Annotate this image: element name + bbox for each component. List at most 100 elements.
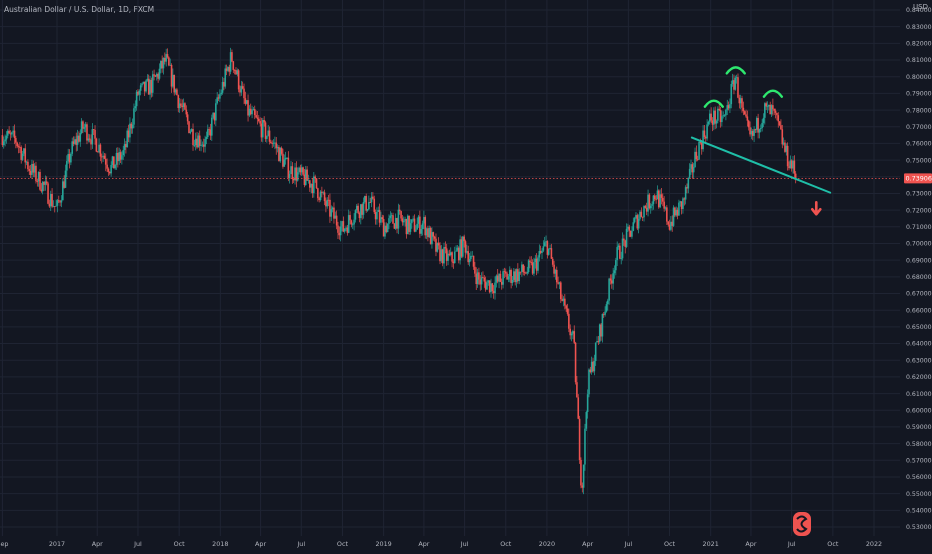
candle-body <box>357 205 359 213</box>
candle-body <box>351 224 354 226</box>
candle-body <box>655 199 657 200</box>
candle-body <box>554 269 557 274</box>
candle-body <box>652 195 655 205</box>
candle-body <box>470 255 472 260</box>
candle-body <box>774 110 777 113</box>
candle-body <box>437 242 440 246</box>
candle-body <box>474 266 476 274</box>
candle-body <box>366 209 369 211</box>
candle-body <box>515 269 518 283</box>
candle-body <box>619 245 621 259</box>
candle-body <box>384 225 386 237</box>
candle-body <box>576 382 578 398</box>
candle-body <box>36 181 39 182</box>
candle-body <box>215 103 217 121</box>
candle-body <box>636 215 639 229</box>
candle-body <box>482 277 484 278</box>
candle-body <box>256 117 259 119</box>
candle-body <box>373 198 376 213</box>
candle-body <box>227 67 229 71</box>
candle-body <box>369 202 371 203</box>
candle-body <box>169 64 171 66</box>
candle-body <box>1 135 4 146</box>
candle-body <box>291 166 294 179</box>
candle-body <box>578 418 581 460</box>
candle-body <box>425 228 428 236</box>
candle-body <box>71 141 74 154</box>
candle-body <box>263 119 265 123</box>
candle-body <box>252 109 255 111</box>
candle-body <box>491 283 494 292</box>
candle-body <box>288 174 291 178</box>
candle-body <box>513 271 515 280</box>
candle-body <box>400 211 402 219</box>
candle-body <box>641 216 644 218</box>
shoulder-arc[interactable] <box>762 89 784 98</box>
candle-body <box>604 311 606 315</box>
candle-body <box>413 218 416 232</box>
candle-body <box>750 131 753 135</box>
candle-body <box>439 245 441 262</box>
candle-body <box>317 188 319 199</box>
candle-body <box>519 271 522 273</box>
candle-body <box>731 80 734 85</box>
candle-body <box>368 202 370 210</box>
head-arc[interactable] <box>725 66 746 75</box>
candle-body <box>146 78 149 81</box>
price-tick-label: 0.78000 <box>906 107 932 114</box>
time-tick-label: Oct <box>174 540 186 548</box>
candle-body <box>245 100 248 104</box>
candle-body <box>734 77 737 90</box>
tradingview-logo <box>793 512 811 536</box>
candle-body <box>499 273 502 282</box>
time-axis[interactable]: Sep 2017 Apr Jul Oct 2018 Apr Jul Oct 2019 Apr Jul O… <box>0 540 882 548</box>
candle-body <box>788 166 790 169</box>
candle-body <box>174 89 177 93</box>
candle-body <box>521 264 523 272</box>
candle-body <box>33 165 36 173</box>
candle-body <box>299 167 302 173</box>
time-tick-label: 2017 <box>49 540 65 548</box>
candle-body <box>696 159 699 160</box>
candle-body <box>168 57 170 66</box>
candle-body <box>592 361 594 372</box>
candle-body <box>47 183 49 204</box>
candle-body <box>197 135 200 148</box>
candle-body <box>75 139 78 145</box>
candle-body <box>56 200 59 206</box>
time-tick-label: Jul <box>787 540 796 548</box>
candle-body <box>621 238 624 259</box>
candle-body <box>83 127 86 129</box>
candle-body <box>37 171 40 182</box>
candle-body <box>633 218 636 223</box>
price-axis-background[interactable] <box>900 0 932 550</box>
candle-body <box>777 115 780 122</box>
price-tick-label: 0.68000 <box>906 274 932 281</box>
neckline-trendline[interactable] <box>690 136 832 194</box>
candle-body <box>586 394 589 413</box>
candle-body <box>776 112 778 116</box>
candle-body <box>416 223 418 230</box>
candle-body <box>566 308 569 314</box>
candle-body <box>108 171 111 174</box>
candle-body <box>648 194 651 209</box>
down-arrow-icon[interactable] <box>810 200 822 216</box>
candle-body <box>209 129 212 136</box>
candle-body <box>561 299 563 301</box>
candle-body <box>555 269 558 283</box>
price-axis[interactable]: 0.84000 0.83000 0.82000 0.81000 0.80000 0.790… <box>906 7 932 531</box>
shoulder-arc[interactable] <box>703 99 725 108</box>
candle-body <box>15 138 17 143</box>
candle-body <box>185 109 188 115</box>
candle-body <box>84 124 87 128</box>
candle-body <box>602 314 605 315</box>
candle-body <box>39 171 41 190</box>
candle-body <box>235 70 237 75</box>
candle-body <box>378 210 381 223</box>
candle-body <box>564 298 566 306</box>
candle-body <box>542 246 545 251</box>
price-tick-label: 0.77000 <box>906 124 932 131</box>
candle-body <box>492 291 495 294</box>
